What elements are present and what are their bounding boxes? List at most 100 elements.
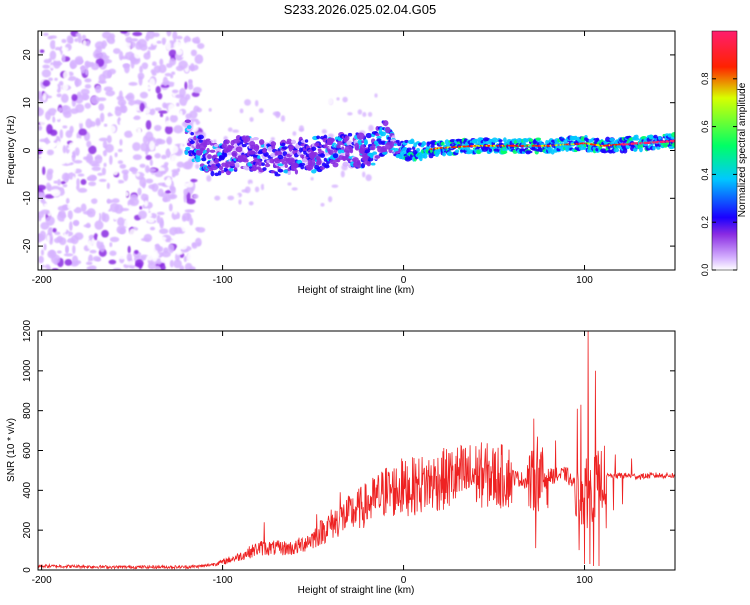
heatmap-cell: [108, 259, 117, 265]
heatmap-cell: [195, 149, 201, 156]
heatmap-cell: [159, 112, 164, 118]
heatmap-cell: [46, 149, 54, 156]
heatmap-cell: [107, 70, 112, 78]
heatmap-cell: [69, 125, 74, 134]
heatmap-cell: [161, 37, 167, 46]
heatmap-cell: [214, 158, 219, 165]
heatmap-cell: [182, 234, 187, 243]
heatmap-cell: [165, 219, 170, 229]
heatmap-cell: [64, 152, 74, 157]
heatmap-cell: [92, 49, 102, 59]
heatmap-cell: [62, 183, 68, 188]
heatmap-cell: [57, 205, 67, 212]
heatmap-cell: [149, 226, 156, 231]
heatmap-cell: [89, 249, 97, 254]
heatmap-cell: [64, 173, 69, 183]
heatmap-cell: [175, 247, 181, 256]
heatmap-cell: [102, 31, 112, 39]
heatmap-cell: [46, 234, 50, 243]
heatmap-cell: [49, 159, 58, 169]
heatmap-cell: [74, 78, 82, 87]
heatmap-cell: [228, 167, 234, 172]
heatmap-cell: [206, 147, 210, 154]
heatmap-cell: [125, 45, 131, 52]
heatmap-cell: [362, 112, 367, 117]
heatmap-cell: [535, 137, 542, 141]
heatmap-cell: [151, 93, 158, 104]
heatmap-cell: [239, 108, 244, 114]
heatmap-cell: [69, 221, 73, 232]
heatmap-cell: [38, 142, 47, 150]
heatmap-cell: [258, 205, 264, 211]
heatmap-cell: [99, 112, 105, 123]
heatmap-cell: [132, 31, 143, 37]
heatmap-cell: [267, 178, 273, 183]
heatmap-cell: [112, 48, 121, 54]
heatmap-cell: [128, 82, 138, 86]
heatmap-cell: [336, 97, 340, 101]
snr-y-tick-label: 800: [22, 402, 33, 419]
heatmap-cell: [188, 31, 199, 38]
heatmap-cell: [359, 144, 366, 152]
heatmap-cell: [502, 150, 508, 154]
heatmap-cell: [214, 195, 221, 201]
heatmap-cell: [103, 162, 107, 168]
heatmap-cell: [369, 153, 375, 158]
heatmap-cell: [97, 172, 104, 176]
heatmap-cell: [372, 151, 378, 156]
heatmap-cell: [346, 174, 351, 179]
heatmap-cell: [95, 85, 102, 94]
heatmap-cell: [526, 150, 533, 154]
heatmap-cell: [227, 151, 233, 156]
heatmap-cell: [138, 117, 146, 125]
heatmap-cell: [159, 58, 164, 66]
heatmap-cell: [360, 162, 366, 169]
heatmap-cell: [154, 153, 161, 159]
heatmap-cell: [117, 148, 123, 153]
heatmap-cell: [119, 163, 127, 169]
heatmap-cell: [101, 40, 108, 49]
heatmap-cell: [363, 140, 368, 146]
heatmap-cell: [262, 167, 267, 171]
heatmap-cell: [176, 48, 183, 56]
heatmap-cell: [254, 186, 260, 193]
heatmap-cell: [49, 143, 57, 148]
heatmap-cell: [132, 154, 142, 161]
heatmap-cell: [160, 154, 168, 160]
heatmap-cell: [48, 227, 53, 231]
heatmap-cell: [633, 137, 640, 141]
heatmap-cell: [45, 95, 53, 99]
heatmap-cell: [108, 190, 113, 195]
heatmap-cell: [198, 139, 204, 143]
heatmap-cell: [347, 112, 353, 116]
heatmap-cell: [118, 228, 125, 234]
heatmap-cell: [47, 35, 53, 40]
heatmap-cell: [188, 79, 193, 88]
spectrogram-image: [38, 31, 675, 270]
spectrogram-x-tick-label: -100: [213, 275, 233, 286]
heatmap-cell: [71, 94, 78, 102]
heatmap-cell: [154, 107, 162, 112]
snr-plot-area: [38, 331, 675, 570]
heatmap-cell: [148, 184, 156, 190]
heatmap-cell: [362, 171, 366, 178]
heatmap-cell: [440, 141, 445, 146]
heatmap-cell: [190, 178, 198, 183]
heatmap-cell: [189, 42, 199, 49]
heatmap-cell: [44, 194, 55, 199]
heatmap-cell: [141, 62, 149, 70]
heatmap-cell: [208, 108, 212, 112]
heatmap-cell: [149, 159, 153, 166]
heatmap-cell: [144, 200, 149, 207]
heatmap-cell: [314, 142, 320, 147]
heatmap-cell: [106, 182, 110, 190]
colorbar-gradient: [711, 30, 738, 271]
heatmap-cell: [129, 228, 137, 238]
heatmap-cell: [134, 250, 139, 255]
heatmap-cell: [86, 266, 91, 270]
heatmap-cell: [149, 140, 155, 151]
heatmap-cell: [48, 77, 53, 82]
heatmap-cell: [120, 105, 128, 113]
heatmap-cell: [52, 116, 56, 123]
heatmap-cell: [186, 125, 192, 130]
